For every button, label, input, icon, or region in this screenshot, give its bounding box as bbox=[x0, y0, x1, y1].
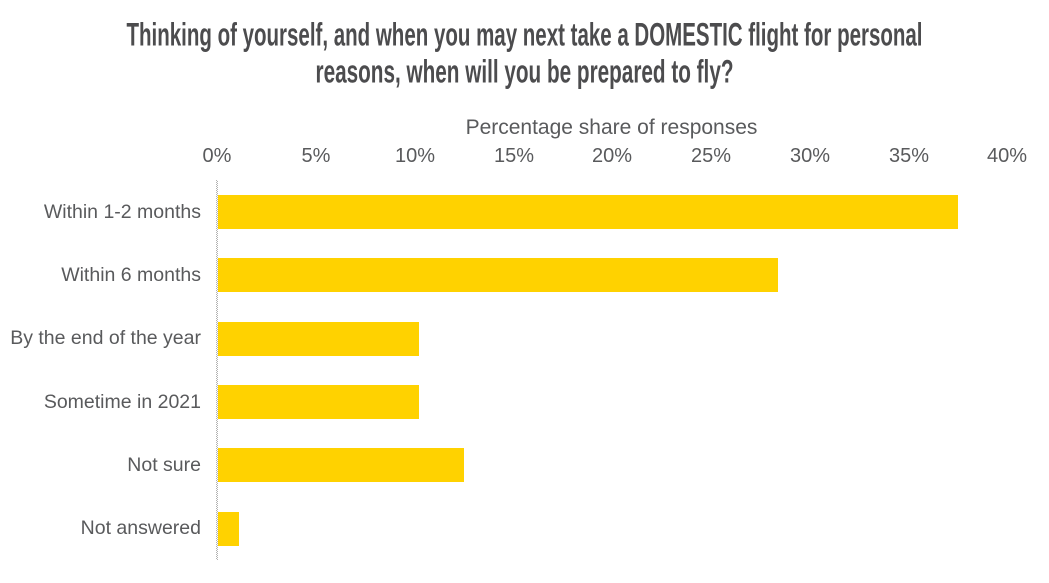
svg-text:reasons, when will you be prep: reasons, when will you be prepared to fl… bbox=[316, 54, 734, 90]
svg-text:Thinking of yourself, and when: Thinking of yourself, and when you may n… bbox=[127, 16, 923, 52]
